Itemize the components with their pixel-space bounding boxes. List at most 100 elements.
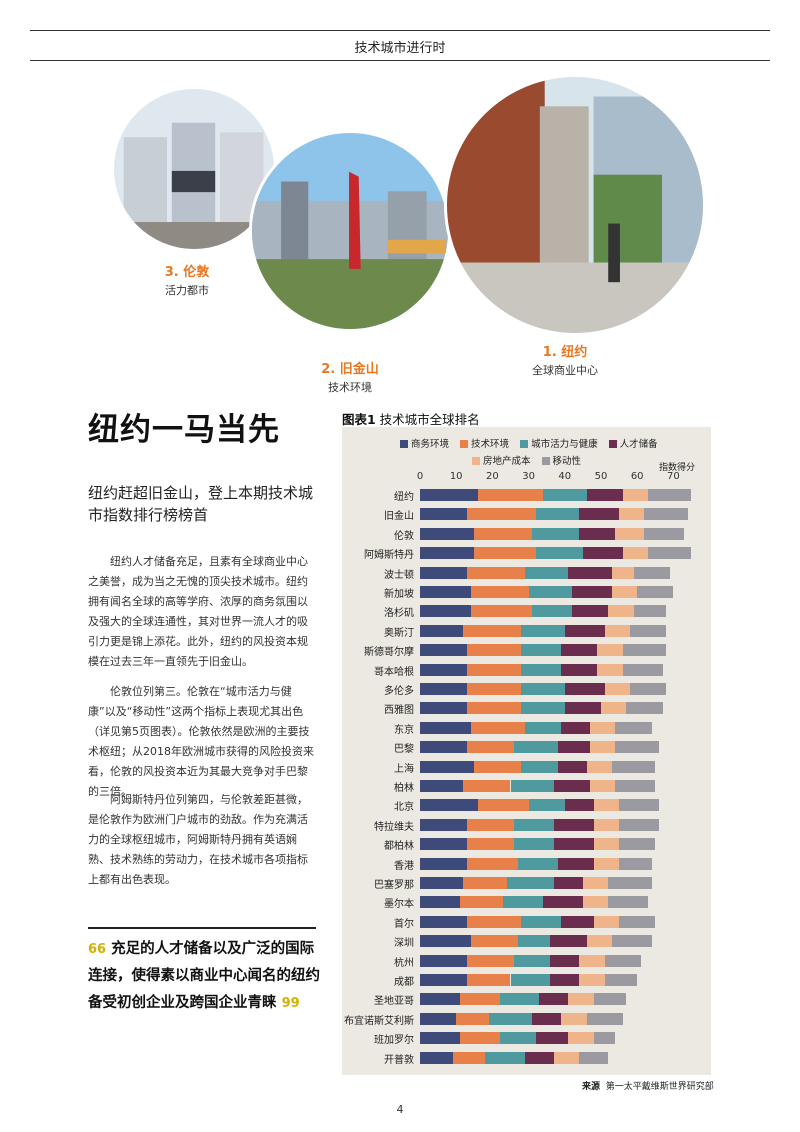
bar-segment [590, 780, 616, 792]
x-tick-label: 40 [558, 471, 572, 482]
bar-segment [629, 624, 667, 637]
bar-segment [579, 954, 605, 967]
bar-segment [521, 644, 562, 657]
city-label: 旧金山 [384, 511, 414, 523]
bar-segment [543, 489, 587, 501]
bar-segment [521, 663, 562, 676]
caption-new-york: 1. 纽约 全球商业中心 [506, 341, 624, 378]
city-label: 西雅图 [384, 705, 414, 717]
bar-segment [564, 799, 594, 812]
bar-segment [586, 935, 612, 948]
caption-san-francisco: 2. 旧金山 技术环境 [291, 358, 409, 395]
bar-segment [488, 1012, 533, 1025]
bar-segment [474, 547, 536, 560]
bar-segment [648, 489, 692, 501]
bar-segment [459, 1032, 500, 1045]
bar-segment [604, 683, 630, 695]
bar-segment [611, 566, 634, 579]
caption-sf-rank: 2. 旧金山 [321, 362, 379, 377]
city-label: 斯德哥尔摩 [364, 647, 414, 659]
bar-segment [420, 663, 468, 676]
bar-segment [503, 896, 544, 909]
bar-segment [470, 721, 525, 734]
city-label: 深圳 [394, 938, 414, 950]
chart-title-text: 技术城市全球排名 [375, 412, 480, 427]
bar-segment [568, 566, 612, 579]
city-label: 东京 [394, 724, 414, 736]
bar-segment [553, 877, 583, 889]
legend-item-vibrancy: 城市活力与健康 [520, 439, 598, 450]
x-tick-label: 50 [594, 471, 608, 482]
bar-segment [420, 838, 468, 851]
bar-segment [420, 566, 468, 579]
caption-ny-rank: 1. 纽约 [542, 345, 588, 360]
bar-segment [517, 857, 558, 870]
city-label: 巴塞罗那 [374, 880, 414, 891]
x-axis-label: 指数得分 [659, 463, 696, 473]
bar-segment [593, 993, 627, 1006]
bar-segment [467, 644, 522, 657]
legend-item-tech: 技术环境 [460, 439, 509, 450]
city-label: 新加坡 [384, 589, 414, 600]
bar-segment [615, 780, 656, 792]
bar-segment [611, 935, 652, 948]
bar-segment [615, 741, 659, 754]
bar-segment [420, 741, 468, 754]
bar-segment [463, 780, 511, 792]
legend-swatch-tech [460, 440, 469, 448]
bar-segment [506, 877, 554, 889]
bar-segment [420, 1012, 457, 1025]
bar-segment [597, 644, 623, 657]
legend-item-cost: 房地产成本 [472, 456, 531, 467]
bar-segment [420, 760, 475, 773]
quote-rule [88, 927, 316, 929]
bar-segment [510, 974, 551, 986]
bar-segment [452, 1051, 486, 1064]
city-label: 柏林 [394, 783, 414, 794]
bar-segment [474, 760, 522, 773]
bar-segment [579, 527, 616, 540]
bar-segment [572, 605, 609, 618]
bar-segment [463, 624, 522, 637]
bar-segment [535, 1032, 569, 1045]
bar-segment [459, 896, 504, 909]
bar-segment [579, 974, 605, 986]
bar-segment [564, 683, 605, 695]
bar-segment [543, 896, 583, 909]
bar-segment [572, 586, 612, 598]
bar-segment [582, 877, 609, 889]
bar-segment [420, 896, 460, 909]
bar-segment [593, 799, 620, 812]
bar-segment [593, 915, 620, 928]
bar-segment [626, 702, 663, 715]
city-label: 杭州 [394, 957, 414, 969]
bar-segment [622, 663, 663, 676]
chart-source: 来源 第一太平戴维斯世界研究部 [582, 1079, 714, 1092]
bar-segment [517, 935, 551, 948]
legend-swatch-mobility [541, 457, 550, 465]
bar-segment [420, 780, 464, 792]
bar-segment [648, 547, 692, 560]
x-tick-label: 30 [522, 471, 535, 482]
bar-segment [644, 508, 688, 521]
caption-sf-sub: 技术环境 [328, 381, 372, 394]
article-paragraph-2: 伦敦位列第三。伦敦在“城市活力与健康”以及“移动性”这两个指标上表现尤其出色（详… [88, 685, 314, 798]
city-label: 墨尔本 [384, 899, 414, 911]
bar-segment [514, 741, 558, 754]
x-tick-label: 10 [449, 471, 463, 482]
bar-segment [532, 527, 580, 540]
bar-segment [521, 702, 565, 715]
bar-segment [456, 1012, 489, 1025]
city-label: 哥本哈根 [374, 666, 414, 678]
bar-segment [420, 527, 475, 540]
bar-segment [593, 857, 620, 870]
bar-segment [604, 974, 638, 986]
city-label: 纽约 [394, 492, 414, 503]
article-paragraph-3: 阿姆斯特丹位列第四，与伦敦差距甚微，是伦敦作为欧洲门户城市的劲敌。作为充满活力的… [88, 793, 308, 886]
bar-segment [532, 1012, 562, 1025]
bar-segment [420, 702, 468, 715]
bar-segment [615, 721, 652, 734]
bar-segment [586, 1012, 623, 1025]
bar-segment [463, 877, 507, 889]
bar-segment [524, 566, 569, 579]
